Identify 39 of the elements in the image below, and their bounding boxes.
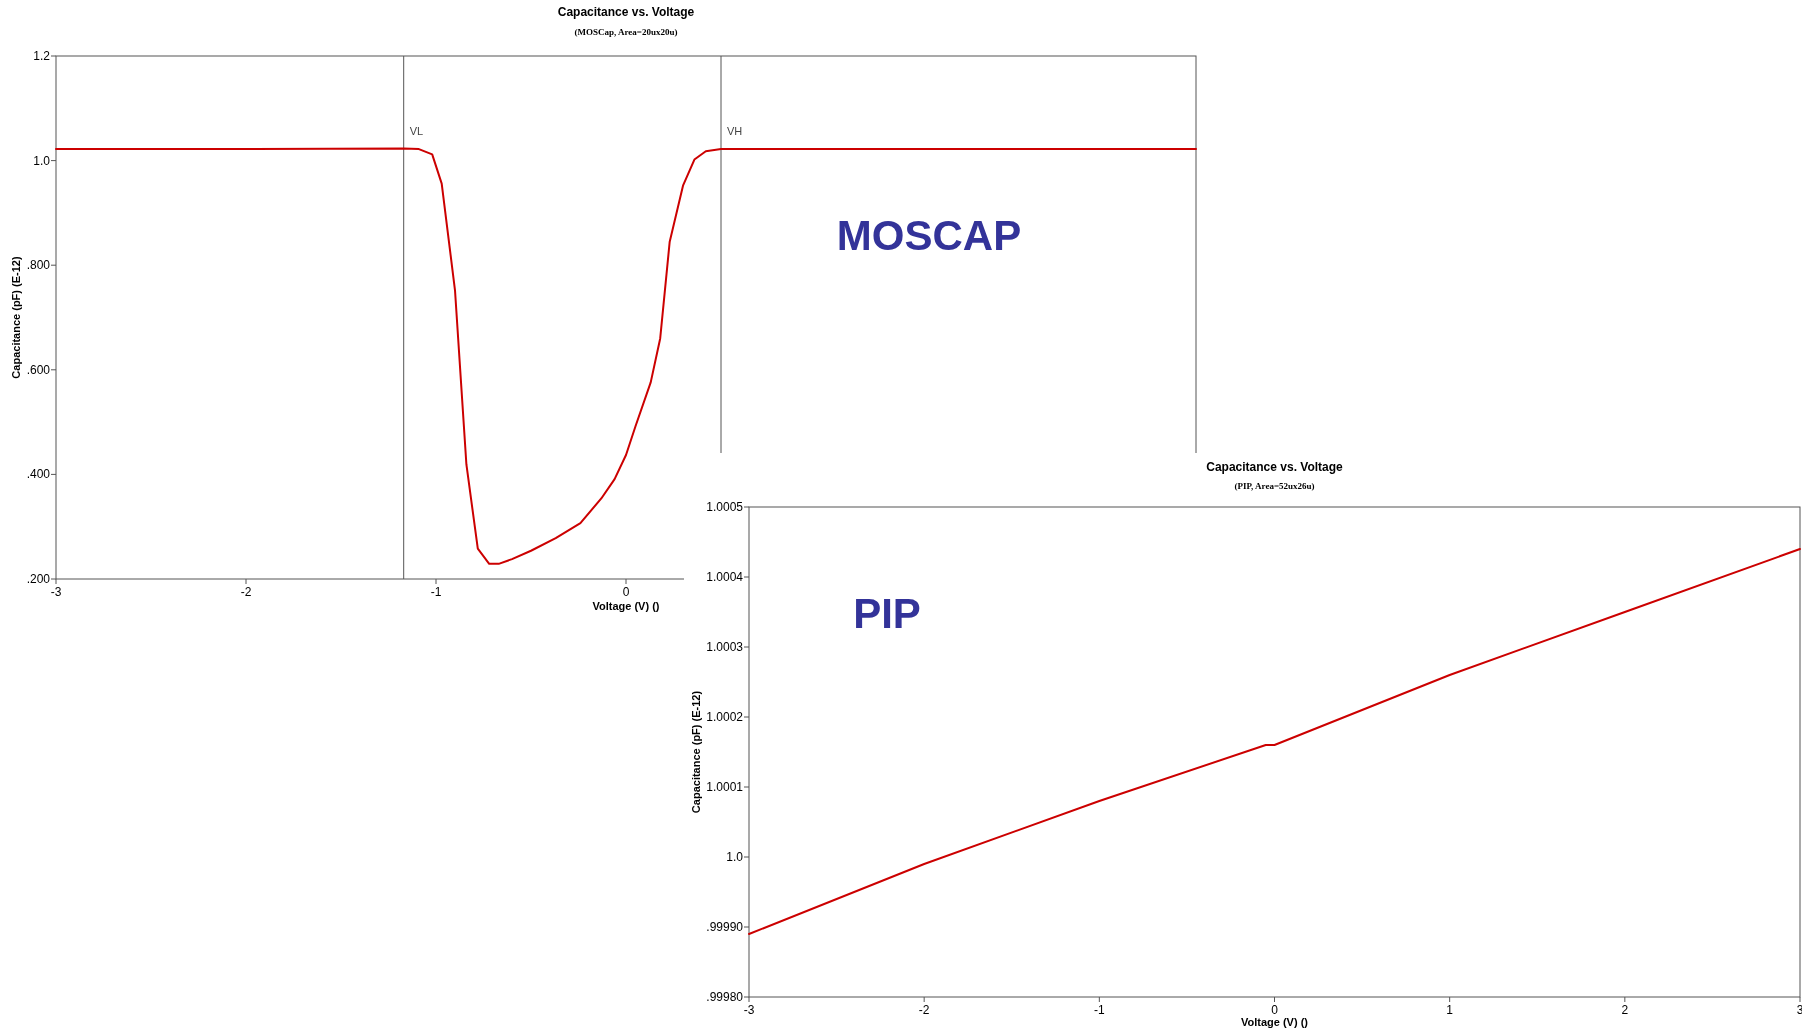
x-tick-label: 3 [1796, 1003, 1802, 1017]
x-tick-label: -3 [743, 1003, 755, 1017]
line-series [748, 548, 1801, 935]
x-tick-label: 2 [1621, 1003, 1629, 1017]
x-tick-label: -1 [430, 585, 442, 599]
y-tick-label: 1.0004 [706, 570, 744, 584]
y-tick-label: 1.0003 [706, 640, 744, 654]
x-axis-title: Voltage (V) () [1240, 1016, 1309, 1028]
y-tick-label: 1.0005 [706, 500, 744, 514]
x-tick-label: -2 [918, 1003, 930, 1017]
y-tick-label: 1.0002 [706, 710, 744, 724]
line-series [55, 147, 1197, 565]
ref-line-label: VH [727, 125, 743, 137]
x-tick-label: 0 [622, 585, 630, 599]
y-tick-label: .400 [26, 467, 51, 482]
y-axis-title: Capacitance (pF) (E-12) [690, 690, 702, 814]
y-tick-label: .800 [26, 258, 51, 273]
chart-subtitle: (PIP, Area=52ux26u) [1234, 481, 1315, 491]
y-tick-label: .600 [26, 362, 51, 377]
y-tick-label: .99980 [706, 990, 744, 1004]
y-tick-label: 1.2 [33, 49, 51, 63]
y-tick-label: .99990 [706, 920, 744, 934]
y-axis-title: Capacitance (pF) (E-12) [10, 256, 22, 379]
chart-title: Capacitance vs. Voltage [557, 5, 695, 19]
chart-subtitle: (MOSCap, Area=20ux20u) [574, 27, 678, 37]
y-tick-label: .200 [26, 572, 51, 586]
x-tick-label: 0 [1271, 1003, 1279, 1017]
chart-title: Capacitance vs. Voltage [1206, 460, 1344, 474]
ref-line-label: VL [409, 125, 424, 137]
x-tick-label: -2 [240, 585, 252, 599]
y-tick-label: 1.0 [726, 850, 744, 864]
x-tick-label: -3 [50, 585, 62, 599]
annotation: MOSCAP [836, 212, 1022, 259]
annotation: PIP [853, 590, 921, 637]
y-tick-label: 1.0001 [706, 780, 744, 794]
x-tick-label: -1 [1094, 1003, 1105, 1017]
x-axis-title: Voltage (V) () [592, 600, 660, 612]
y-tick-label: 1.0 [33, 153, 51, 168]
x-tick-label: 1 [1446, 1003, 1454, 1017]
